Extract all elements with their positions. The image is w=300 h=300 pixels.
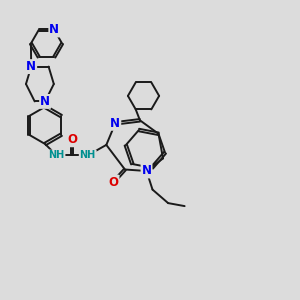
- Text: N: N: [110, 117, 120, 130]
- Text: O: O: [109, 176, 118, 189]
- Text: N: N: [142, 164, 152, 178]
- Text: NH: NH: [48, 150, 64, 161]
- Text: N: N: [26, 60, 36, 73]
- Text: NH: NH: [80, 150, 96, 161]
- Text: O: O: [67, 133, 77, 146]
- Text: N: N: [40, 95, 50, 108]
- Text: N: N: [49, 23, 59, 37]
